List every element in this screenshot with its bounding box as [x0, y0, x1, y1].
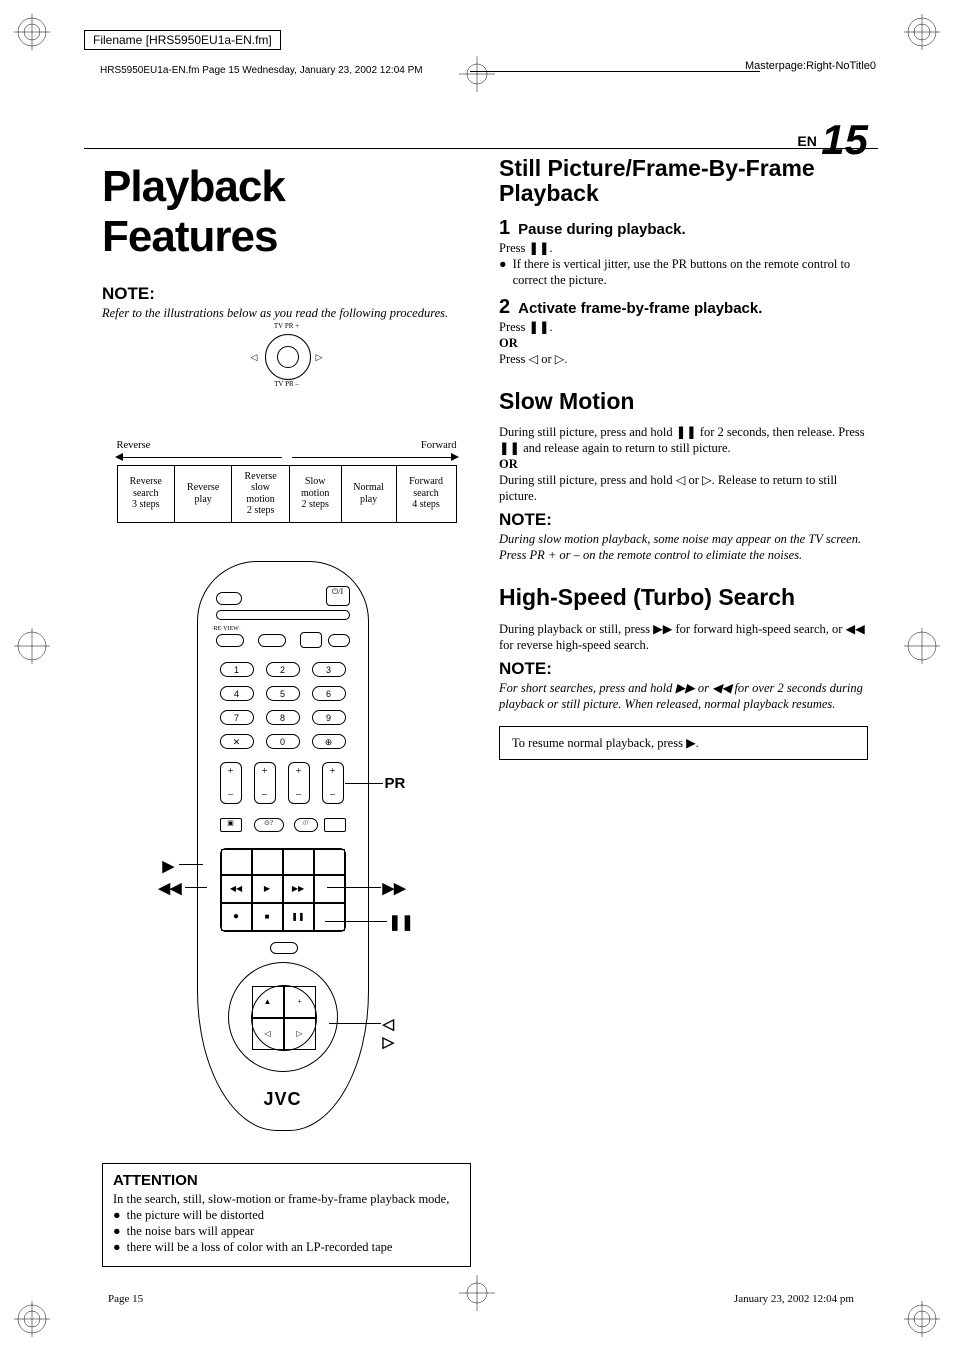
step-bullet: If there is vertical jitter, use the PR … — [513, 256, 868, 289]
or-label: OR — [499, 457, 868, 472]
note-text: For short searches, press and hold ▶▶ or… — [499, 681, 868, 712]
speed-cell: Forwardsearch4 steps — [396, 465, 456, 522]
note-heading: NOTE: — [499, 510, 868, 530]
callout-line — [345, 783, 383, 784]
step-text: Press ❚❚. — [499, 319, 868, 335]
content-area: Playback Features NOTE: Refer to the ill… — [102, 156, 868, 1267]
attention-box: ATTENTION In the search, still, slow-mot… — [102, 1163, 471, 1267]
callout-play: ▶ — [163, 857, 175, 875]
attention-bullet: the picture will be distorted — [127, 1207, 264, 1223]
crop-mark-icon — [14, 628, 50, 664]
step-number: 1 — [499, 217, 510, 240]
attention-heading: ATTENTION — [113, 1172, 460, 1189]
speed-diagram: TV PR + ◁ ▷ TV PR – Reverse Forward Reve… — [117, 328, 457, 523]
step-text: Press ❚❚. — [499, 240, 868, 256]
step-title: Activate frame-by-frame playback. — [518, 300, 762, 317]
section-paragraph: During still picture, press and hold ◁ o… — [499, 472, 868, 505]
right-column: Still Picture/Frame-By-Frame Playback 1 … — [499, 156, 868, 1267]
step-number: 2 — [499, 296, 510, 319]
header-info: HRS5950EU1a-EN.fm Page 15 Wednesday, Jan… — [100, 65, 423, 76]
callout-line — [327, 887, 381, 888]
forward-label: Forward — [421, 440, 457, 451]
callout-line — [329, 1023, 381, 1024]
speed-arrows-icon — [117, 453, 457, 463]
speed-table: Reversesearch3 steps Reverseplay Reverse… — [117, 465, 457, 523]
filename-label: Filename [HRS5950EU1a-EN.fm] — [84, 30, 281, 50]
speed-cell: Slowmotion2 steps — [289, 465, 341, 522]
section-paragraph: During playback or still, press ▶▶ for f… — [499, 621, 868, 654]
crop-mark-icon — [459, 1275, 495, 1311]
note-heading: NOTE: — [499, 659, 868, 679]
note-heading: NOTE: — [102, 284, 471, 304]
note-text: Refer to the illustrations below as you … — [102, 306, 471, 322]
section-heading: High-Speed (Turbo) Search — [499, 585, 868, 610]
speed-cell: Reverseslowmotion2 steps — [232, 465, 289, 522]
attention-bullet: there will be a loss of color with an LP… — [127, 1239, 393, 1255]
tv-pr-pad-icon: TV PR + ◁ ▷ TV PR – — [227, 328, 347, 384]
section-paragraph: During still picture, press and hold ❚❚ … — [499, 424, 868, 457]
note-text: During slow motion playback, some noise … — [499, 532, 868, 563]
callout-pause: ❚❚ — [389, 913, 414, 931]
crop-mark-icon — [14, 14, 50, 50]
attention-intro: In the search, still, slow-motion or fra… — [113, 1191, 460, 1207]
or-label: OR — [499, 336, 868, 351]
crop-mark-icon — [904, 1301, 940, 1337]
attention-bullet: the noise bars will appear — [127, 1223, 255, 1239]
speed-cell: Reversesearch3 steps — [117, 465, 174, 522]
step-title: Pause during playback. — [518, 221, 686, 238]
left-column: Playback Features NOTE: Refer to the ill… — [102, 156, 471, 1267]
page-title: Playback Features — [102, 162, 471, 262]
reverse-label: Reverse — [117, 440, 151, 451]
brand-logo: JVC — [198, 1089, 368, 1110]
speed-cell: Reverseplay — [174, 465, 231, 522]
speed-cell: Normalplay — [341, 465, 396, 522]
divider — [84, 148, 878, 149]
callout-ff: ▶▶ — [383, 879, 406, 897]
callout-left-right: ◁ ▷ — [383, 1015, 407, 1051]
callout-line — [185, 887, 207, 888]
callout-line — [179, 864, 203, 865]
section-heading: Slow Motion — [499, 389, 868, 414]
crop-mark-icon — [904, 628, 940, 664]
resume-box: To resume normal playback, press ▶. — [499, 726, 868, 760]
crop-mark-icon — [904, 14, 940, 50]
callout-pr: PR — [385, 775, 406, 792]
en-label: EN — [797, 133, 816, 149]
crop-mark-icon — [459, 56, 495, 92]
callout-line — [325, 921, 387, 922]
masterpage-label: Masterpage:Right-NoTitle0 — [745, 60, 876, 72]
footer-date: January 23, 2002 12:04 pm — [734, 1293, 854, 1305]
remote-illustration: ⏻/I ·RE·VIEW· 1 2 3 4 5 6 7 8 9 ✕ 0 — [167, 561, 407, 1137]
section-heading: Still Picture/Frame-By-Frame Playback — [499, 156, 868, 207]
callout-rew: ◀◀ — [159, 879, 182, 897]
crop-mark-icon — [14, 1301, 50, 1337]
step-text: Press ◁ or ▷. — [499, 351, 868, 367]
footer-page: Page 15 — [108, 1293, 143, 1305]
